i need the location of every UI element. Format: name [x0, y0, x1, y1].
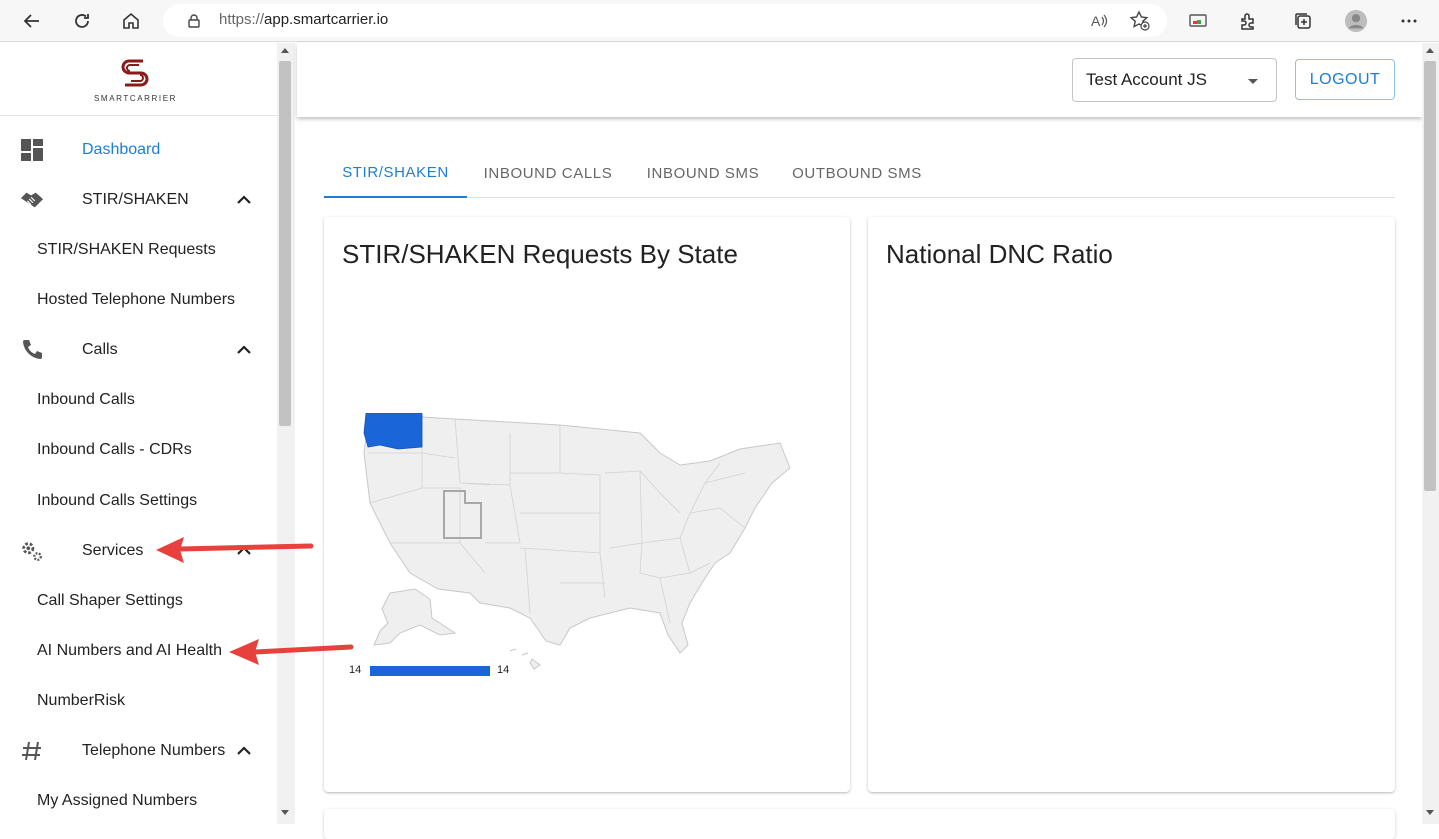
- sidebar-item-label: STIR/SHAKEN: [82, 191, 189, 208]
- home-icon[interactable]: [119, 9, 143, 33]
- sidebar-scrollbar[interactable]: [277, 43, 295, 824]
- account-select[interactable]: Test Account JS: [1072, 58, 1277, 102]
- sidebar-item-label: Hosted Telephone Numbers: [37, 291, 236, 308]
- dashboard-icon: [20, 138, 44, 162]
- logo-wordmark: SMARTCARRIER: [94, 94, 178, 103]
- sidebar-item-ai-numbers[interactable]: AI Numbers and AI Health: [0, 631, 277, 671]
- read-aloud-icon[interactable]: A: [1087, 9, 1111, 33]
- card-title: National DNC Ratio: [886, 239, 1113, 269]
- sidebar-item-telephone-numbers[interactable]: Telephone Numbers: [0, 731, 277, 771]
- dropdown-caret-icon: [1248, 79, 1258, 84]
- top-app-bar: Test Account JS LOGOUT: [297, 43, 1422, 117]
- tab-bar: STIR/SHAKEN INBOUND CALLS INBOUND SMS OU…: [324, 149, 1395, 198]
- logo[interactable]: SMARTCARRIER: [0, 43, 277, 116]
- lock-icon[interactable]: [182, 9, 206, 33]
- main-content: Test Account JS LOGOUT STIR/SHAKEN INBOU…: [297, 43, 1422, 839]
- handshake-icon: [20, 188, 44, 212]
- legend-min-label: 14: [349, 664, 362, 676]
- sidebar-item-hosted-telephone-numbers[interactable]: Hosted Telephone Numbers: [0, 280, 277, 320]
- browser-toolbar: https://app.smartcarrier.io A: [0, 0, 1439, 42]
- sidebar-scroll-thumb[interactable]: [279, 61, 291, 426]
- alaska: [373, 588, 457, 646]
- legend-max-label: 14: [497, 664, 510, 676]
- sidebar-item-inbound-calls-settings[interactable]: Inbound Calls Settings: [0, 481, 277, 521]
- tab-outbound-sms[interactable]: OUTBOUND SMS: [792, 165, 922, 182]
- sidebar-item-label: My Assigned Numbers: [37, 792, 198, 809]
- sidebar-item-label: AI Numbers and AI Health: [37, 642, 222, 659]
- contiguous-us: [363, 416, 791, 654]
- card-title: STIR/SHAKEN Requests By State: [342, 239, 738, 269]
- sidebar-item-numberrisk[interactable]: NumberRisk: [0, 681, 277, 721]
- national-dnc-ratio-card: National DNC Ratio: [868, 217, 1395, 792]
- account-select-value: Test Account JS: [1086, 70, 1207, 89]
- main-scroll-thumb[interactable]: [1424, 61, 1436, 491]
- state-utah-outline[interactable]: [443, 490, 482, 539]
- sidebar-item-label: Inbound Calls - CDRs: [37, 441, 192, 458]
- annotation-arrow-services: [156, 537, 314, 563]
- sidebar-item-call-shaper-settings[interactable]: Call Shaper Settings: [0, 581, 277, 621]
- hawaii: [509, 648, 541, 670]
- tab-inbound-calls[interactable]: INBOUND CALLS: [483, 165, 613, 182]
- chevron-up-icon[interactable]: [234, 340, 254, 360]
- sidebar-item-label: Dashboard: [82, 141, 161, 158]
- sidebar-item-label: NumberRisk: [37, 692, 126, 709]
- refresh-icon[interactable]: [70, 9, 94, 33]
- collections-icon[interactable]: [1291, 9, 1315, 33]
- logout-button[interactable]: LOGOUT: [1295, 59, 1395, 100]
- gears-icon: [20, 539, 44, 563]
- sidebar-item-calls[interactable]: Calls: [0, 330, 277, 370]
- state-washington[interactable]: [363, 413, 423, 450]
- chevron-up-icon[interactable]: [234, 741, 254, 761]
- us-state-map: [363, 413, 791, 670]
- tab-stir-shaken[interactable]: STIR/SHAKEN: [324, 149, 467, 198]
- sidebar-item-stir-shaken[interactable]: STIR/SHAKEN: [0, 180, 277, 220]
- scroll-up-icon[interactable]: [1426, 47, 1434, 53]
- profile-avatar-icon[interactable]: [1344, 9, 1368, 33]
- requests-by-state-card: STIR/SHAKEN Requests By State 14 14: [324, 217, 850, 792]
- sidebar-item-label: Inbound Calls: [37, 391, 135, 408]
- chevron-up-icon[interactable]: [234, 190, 254, 210]
- sidebar: SMARTCARRIER Dashboard STIR/SHAKEN STIR/…: [0, 43, 277, 824]
- hash-icon: [20, 739, 44, 763]
- tab-inbound-sms[interactable]: INBOUND SMS: [646, 165, 760, 182]
- address-bar[interactable]: [163, 4, 1167, 37]
- sidebar-item-my-assigned-numbers[interactable]: My Assigned Numbers: [0, 781, 277, 821]
- back-icon[interactable]: [20, 9, 44, 33]
- smartcarrier-logo-icon: [121, 59, 149, 87]
- phone-icon: [20, 338, 44, 362]
- scroll-down-icon[interactable]: [281, 810, 289, 816]
- extensions-icon[interactable]: [1236, 9, 1260, 33]
- scroll-down-icon[interactable]: [1426, 810, 1434, 816]
- more-menu-icon[interactable]: [1397, 9, 1421, 33]
- screen-cast-icon[interactable]: [1186, 9, 1210, 33]
- url-text: https://app.smartcarrier.io: [219, 11, 389, 28]
- svg-text:A: A: [1091, 13, 1101, 29]
- sidebar-item-label: Telephone Numbers: [82, 742, 226, 759]
- sidebar-item-label: Call Shaper Settings: [37, 592, 183, 609]
- main-scrollbar[interactable]: [1422, 43, 1439, 824]
- legend-color-bar: [370, 666, 490, 676]
- sidebar-item-label: Services: [82, 542, 144, 559]
- favorite-add-icon[interactable]: [1128, 9, 1152, 33]
- scroll-up-icon[interactable]: [281, 47, 289, 53]
- lower-card: [324, 809, 1395, 839]
- sidebar-item-label: Calls: [82, 341, 118, 358]
- annotation-arrow-ai-numbers: [229, 639, 354, 665]
- sidebar-item-stir-shaken-requests[interactable]: STIR/SHAKEN Requests: [0, 230, 277, 270]
- sidebar-item-label: STIR/SHAKEN Requests: [37, 241, 216, 258]
- sidebar-item-label: Inbound Calls Settings: [37, 492, 198, 509]
- sidebar-item-inbound-calls[interactable]: Inbound Calls: [0, 380, 277, 420]
- sidebar-item-dashboard[interactable]: Dashboard: [0, 130, 277, 170]
- sidebar-item-inbound-calls-cdrs[interactable]: Inbound Calls - CDRs: [0, 430, 277, 470]
